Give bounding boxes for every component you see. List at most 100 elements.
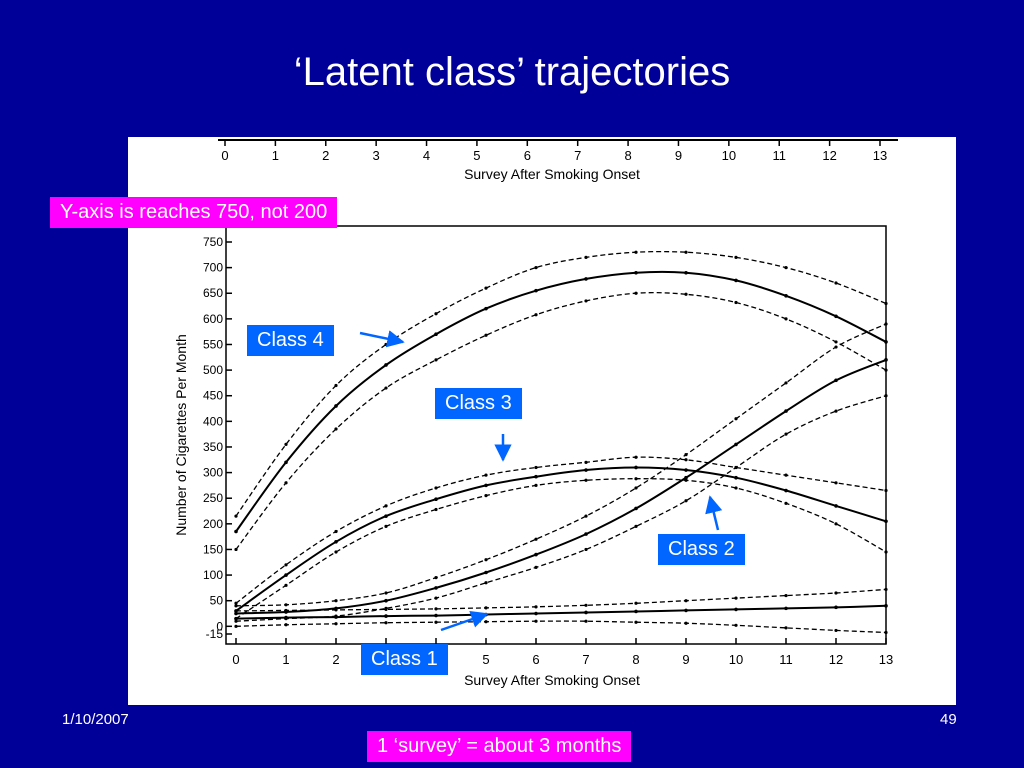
class-2-upper-point — [434, 576, 438, 580]
class-1-lower-point — [534, 619, 538, 623]
class-3-upper-bound — [235, 456, 887, 604]
class-1-upper-point — [784, 593, 788, 598]
class-2-point — [684, 475, 688, 480]
class-3-lower-point — [384, 524, 388, 528]
y-tick-label: 100 — [203, 568, 223, 582]
class-4-lower-point — [584, 299, 588, 303]
cropped-upper-tick-label: 7 — [574, 148, 581, 163]
class-4-trajectory — [235, 270, 887, 533]
class-1-upper-point — [684, 599, 688, 603]
y-tick-label: 50 — [210, 594, 224, 608]
class-1-lower-point — [434, 620, 438, 624]
class-1-lower-point — [734, 623, 738, 627]
plot-frame — [225, 225, 887, 645]
class-3-lower-point — [884, 550, 888, 554]
survey-note: 1 ‘survey’ = about 3 months — [367, 731, 632, 762]
class-4-point — [734, 278, 738, 283]
class-1-point — [784, 606, 788, 611]
class-3-lower-point — [434, 507, 438, 512]
series-class-2 — [234, 322, 888, 623]
class-4-upper-point — [784, 266, 788, 270]
class-3-upper-point — [634, 455, 638, 459]
x-tick-label: 11 — [779, 652, 793, 667]
class-2-callout: Class 2 — [658, 534, 745, 565]
class-4-point — [384, 363, 388, 367]
cropped-upper-tick-label: 0 — [221, 148, 228, 163]
class-2-lower-point — [884, 394, 888, 398]
class-2-lower-point — [434, 596, 438, 600]
class-1-point — [284, 615, 288, 620]
class-3-point — [534, 474, 538, 479]
class-4-lower-point — [734, 300, 738, 305]
class-3-lower-point — [684, 478, 688, 482]
class-2-upper-point — [734, 417, 738, 421]
class-1-upper-point — [384, 607, 388, 612]
class-1-upper-point — [284, 608, 288, 613]
y-tick-label: 400 — [203, 414, 223, 428]
y-tick-label: 450 — [203, 389, 223, 403]
slide-title: ‘Latent class’ trajectories — [293, 50, 731, 94]
class-2-upper-point — [484, 558, 488, 562]
y-axis-label: Number of Cigarettes Per Month — [173, 334, 189, 536]
x-tick-label: 1 — [282, 652, 289, 667]
class-4-upper-point — [284, 442, 288, 447]
class-4-point — [584, 277, 588, 281]
cropped-upper-x-axis-label: Survey After Smoking Onset — [464, 166, 640, 182]
class-3-lower-point — [534, 483, 538, 487]
cropped-upper-tick-label: 10 — [722, 148, 736, 163]
class-2-point — [484, 570, 488, 575]
class-1-upper-point — [584, 603, 588, 607]
class-4-lower-point — [234, 547, 238, 552]
slide-date: 1/10/2007 — [62, 711, 129, 728]
series-class-4 — [234, 250, 888, 552]
class-2-point — [784, 409, 788, 413]
y-tick-label: 350 — [203, 440, 223, 454]
class-3-upper-point — [434, 486, 438, 490]
class-3-upper-point — [334, 529, 338, 534]
class-1-point — [634, 609, 638, 614]
class-3-point — [684, 468, 688, 472]
class-2-lower-point — [834, 409, 838, 413]
class-1-lower-point — [284, 623, 288, 627]
class-3-lower-point — [484, 494, 488, 498]
class-3-point — [334, 539, 338, 544]
class-1-point — [384, 614, 388, 618]
class-3-point — [834, 504, 838, 508]
class-3-upper-point — [534, 465, 538, 470]
class-4-point — [234, 529, 238, 534]
class-4-upper-bound — [235, 250, 887, 517]
class-4-lower-point — [284, 481, 288, 485]
cropped-upper-tick-label: 2 — [322, 148, 329, 163]
class-1-point — [584, 610, 588, 615]
class-2-trajectory — [235, 358, 887, 615]
class-4-upper-point — [834, 281, 838, 285]
class-3-lower-point — [734, 486, 738, 490]
class-4-lower-point — [634, 291, 638, 295]
class-1-upper-point — [734, 596, 738, 600]
class-2-upper-point — [834, 345, 838, 349]
y-tick-label: 650 — [203, 286, 223, 300]
y-tick-label: 300 — [203, 466, 223, 480]
class-4-lower-point — [884, 368, 888, 372]
class-3-upper-point — [784, 473, 788, 477]
class-1-lower-point — [634, 620, 638, 624]
class-2-lower-point — [534, 565, 538, 569]
class-4-point — [484, 306, 488, 311]
class-1-upper-point — [484, 606, 488, 610]
class-3-upper-point — [684, 458, 688, 462]
class-2-lower-point — [584, 547, 588, 552]
class-4-lower-point — [384, 386, 388, 390]
x-tick-label: 0 — [232, 652, 239, 667]
class-2-upper-point — [884, 322, 888, 326]
class-1-point — [884, 604, 888, 608]
class-3-point — [634, 465, 638, 470]
class-1-callout: Class 1 — [361, 644, 448, 675]
class-4-upper-point — [734, 255, 738, 259]
x-tick-label: 10 — [729, 652, 743, 667]
class-1-upper-bound — [235, 588, 887, 612]
class-2-upper-point — [534, 537, 538, 541]
class-3-lower-point — [834, 522, 838, 526]
class-2-lower-point — [234, 619, 238, 623]
class-4-point — [884, 340, 888, 344]
class-4-upper-point — [384, 342, 388, 347]
